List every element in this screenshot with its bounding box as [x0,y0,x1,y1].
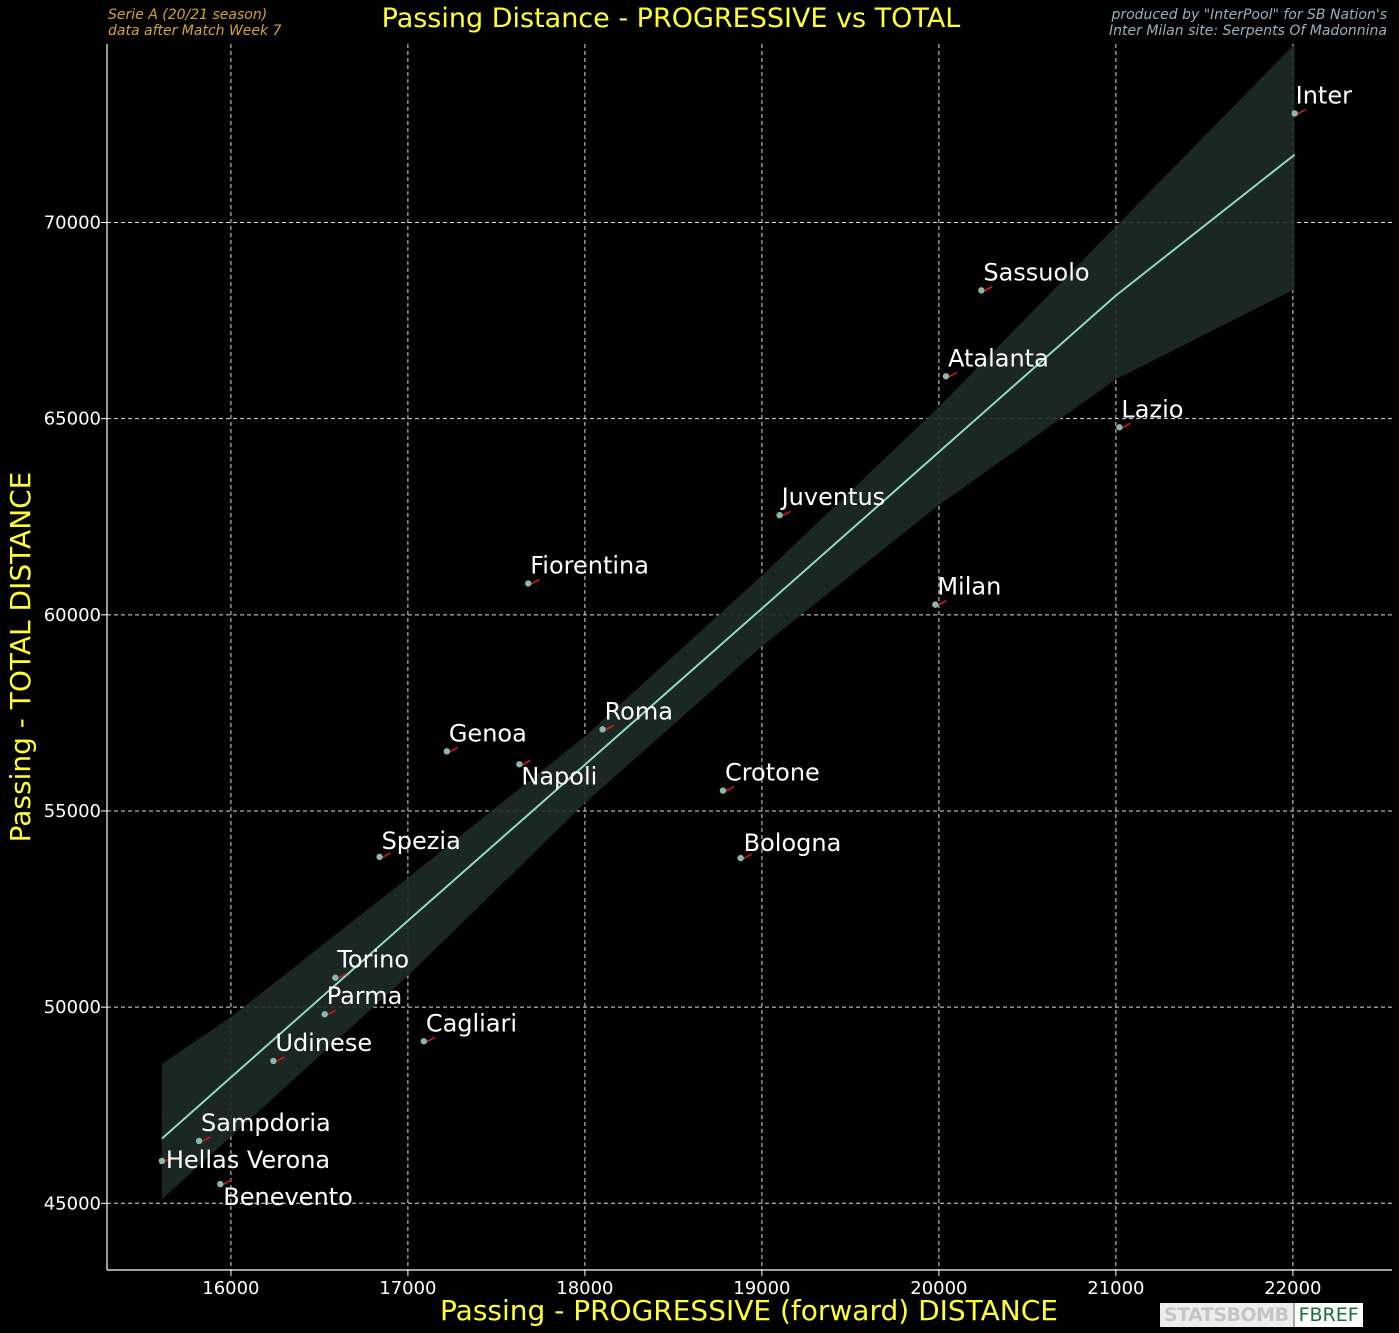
data-point [443,748,451,755]
data-point [978,287,985,294]
point-label: Roma [605,697,673,725]
point-label: Bologna [744,829,842,857]
chart-title: Passing Distance - PROGRESSIVE vs TOTAL [381,3,961,34]
point-label: Milan [937,573,1001,601]
data-point [420,1038,428,1045]
annotation-arrow [221,1179,232,1186]
data-point [942,373,950,380]
regression-line [161,153,1296,1140]
data-point [776,511,783,519]
annotation-arrow [326,1009,337,1016]
credit-note: produced by "InterPool" for SB Nation's … [1109,7,1387,39]
tick-labels: 16000 17000 18000 19000 20000 21000 22000 45000… [44,213,1322,1299]
annotation-arrow [936,599,947,607]
annotation-arrow [200,1136,211,1143]
annotation-arrow [947,371,958,378]
annotation-arrow [381,852,391,859]
point-label: Juventus [780,483,886,511]
point-label: Crotone [725,759,820,787]
point-label: Parma [327,982,403,1010]
point-label: Udinese [275,1029,372,1057]
annotation-arrow [604,724,614,732]
y-axis-label: Passing - TOTAL DISTANCE [4,472,37,843]
point-label: Fiorentina [530,551,649,579]
x-tick-label: 20000 [910,1278,967,1299]
point-label: Sampdoria [201,1109,331,1137]
data-point [1291,110,1298,117]
point-label: Genoa [449,719,527,747]
annotation-arrow [336,973,347,980]
annotation-arrow [982,285,993,293]
season-note: Serie A (20/21 season) data after Match … [108,7,282,39]
y-tick-label: 55000 [44,801,101,822]
annotation-arrow [529,578,540,586]
data-points: Inter Sassuolo Atalanta Lazio Juventus Fioren… [158,81,1352,1211]
annotation-arrow [274,1056,285,1063]
x-tick-label: 16000 [202,1278,259,1299]
point-label: Napoli [521,762,597,790]
regression-line-path [161,153,1296,1140]
point-label: Cagliari [426,1009,517,1037]
point-label: Inter [1296,81,1352,109]
credit-line-2: Inter Milan site: Serpents Of Madonnina [1109,23,1387,39]
data-point [932,601,939,608]
point-label: Spezia [382,827,461,855]
point-label: Hellas Verona [166,1146,330,1174]
y-tick-label: 65000 [44,409,101,430]
y-tick-label: 45000 [44,1193,101,1214]
source-logos: STATSBOMB FBREF [1160,1303,1391,1327]
y-tick-label: 70000 [44,213,101,234]
data-point [599,726,606,733]
data-point [376,853,383,861]
credit-line-1: produced by "InterPool" for SB Nation's [1111,7,1387,23]
annotation-arrow [742,853,753,860]
data-point [158,1157,166,1165]
data-point [332,974,339,981]
data-point [195,1137,203,1145]
x-axis-label: Passing - PROGRESSIVE (forward) DISTANCE [440,1294,1058,1327]
week-line: data after Match Week 7 [108,23,282,39]
data-point [719,787,727,794]
annotation-arrow [425,1036,436,1043]
statsbomb-logo: STATSBOMB [1160,1303,1293,1327]
data-point [516,761,523,768]
x-tick-label: 17000 [379,1278,436,1299]
x-tick-label: 22000 [1264,1278,1321,1299]
annotation-arrow [781,510,791,517]
fbref-logo: FBREF [1292,1303,1363,1327]
confidence-band-area [161,44,1295,1200]
point-label: Sassuolo [983,258,1089,286]
point-label: Torino [336,946,409,974]
point-label: Lazio [1121,395,1183,423]
data-point [1116,424,1123,431]
data-point [737,854,744,862]
annotation-arrow [1121,422,1131,429]
data-point [217,1180,224,1188]
annotation-arrow [521,759,531,766]
point-label: Benevento [223,1183,352,1211]
annotation-arrow [448,746,459,754]
annotation-arrow [163,1156,174,1163]
y-tick-label: 60000 [44,605,101,626]
data-point [321,1011,328,1018]
axes [101,44,1392,1276]
x-tick-label: 21000 [1087,1278,1144,1299]
y-tick-label: 50000 [44,997,101,1018]
data-point [525,580,532,587]
confidence-band [161,44,1295,1200]
season-line: Serie A (20/21 season) [108,7,268,23]
point-label: Atalanta [948,344,1049,372]
x-tick-label: 18000 [556,1278,613,1299]
data-point [270,1057,277,1065]
annotation-arrow [724,785,735,793]
annotation-arrow [1296,108,1307,116]
x-tick-label: 19000 [733,1278,790,1299]
